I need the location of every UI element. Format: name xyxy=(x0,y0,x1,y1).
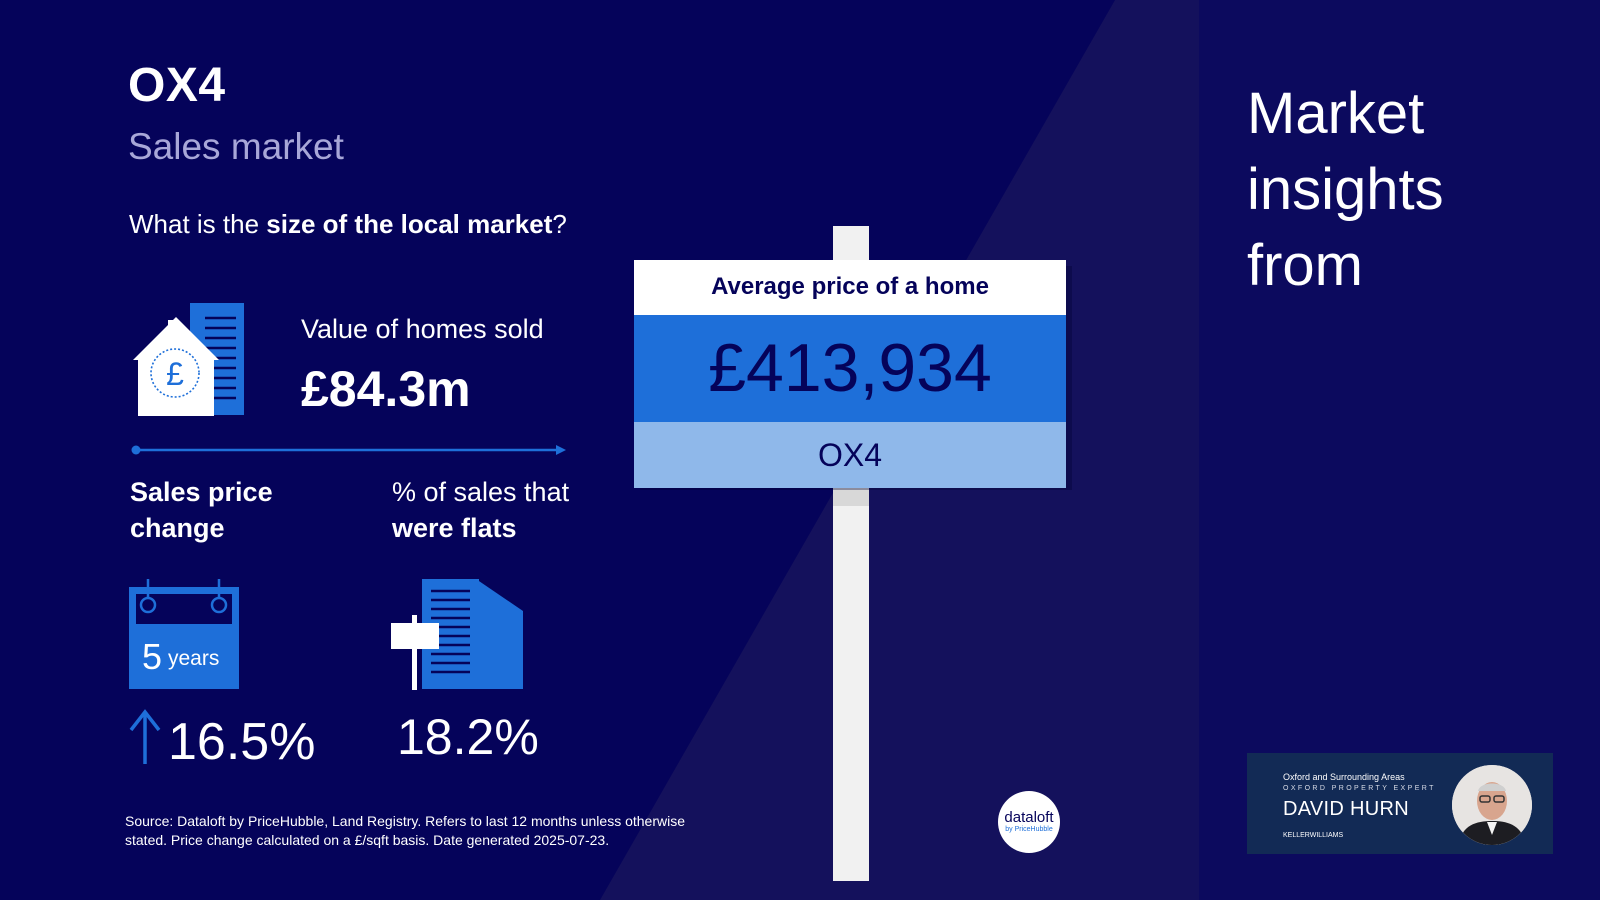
agent-area: Oxford and Surrounding Areas xyxy=(1283,772,1405,782)
insights-line2: insights xyxy=(1247,157,1444,222)
sign-title: Average price of a home xyxy=(711,273,989,300)
insights-line3: from xyxy=(1247,233,1363,298)
svg-text:£: £ xyxy=(166,356,184,392)
calendar-period-number: 5 xyxy=(142,636,163,677)
flats-value: 18.2% xyxy=(397,709,539,765)
question-bold: size of the local market xyxy=(266,209,553,239)
market-size-question: What is the size of the local market? xyxy=(129,209,567,240)
price-change-label-line2: change xyxy=(130,513,225,543)
person-portrait-icon xyxy=(1452,765,1532,845)
flats-label-line2: were flats xyxy=(392,513,517,543)
market-insights-heading: Market insights from xyxy=(1247,76,1567,304)
value-sold-label: Value of homes sold xyxy=(301,314,544,344)
logo-sub: by PriceHubble xyxy=(1005,826,1053,833)
insights-line1: Market xyxy=(1247,81,1425,146)
price-change-value: 16.5% xyxy=(168,713,316,771)
dataloft-logo: dataloft by PriceHubble xyxy=(998,791,1060,853)
question-prefix: What is the xyxy=(129,209,267,239)
house-pound-icon: £ xyxy=(133,303,244,416)
agent-name: DAVID HURN xyxy=(1283,798,1409,820)
up-arrow-icon xyxy=(129,709,161,764)
flats-building-icon xyxy=(391,579,523,690)
sign-postcode: OX4 xyxy=(817,437,883,473)
divider-arrow xyxy=(131,445,566,455)
calendar-period-unit: years xyxy=(168,647,220,670)
logo-name: dataloft xyxy=(1004,809,1054,826)
price-change-label-line1: Sales price xyxy=(130,477,273,507)
right-panel-bg xyxy=(1199,0,1600,900)
value-sold-amount: £84.3m xyxy=(301,361,471,417)
calendar-icon xyxy=(129,579,239,689)
flats-label-line1: % of sales that xyxy=(392,477,570,507)
agent-role: OXFORD PROPERTY EXPERT xyxy=(1283,785,1436,792)
sign-average-price: £413,934 xyxy=(708,330,992,406)
agent-avatar xyxy=(1452,765,1532,845)
source-line1: Source: Dataloft by PriceHubble, Land Re… xyxy=(125,813,686,829)
source-line2: stated. Price change calculated on a £/s… xyxy=(125,832,610,848)
signpost xyxy=(634,226,1072,881)
flats-label: % of sales that were flats xyxy=(392,474,569,546)
agent-brand-logo: KELLERWILLIAMS xyxy=(1283,832,1344,839)
price-change-label: Sales price change xyxy=(130,474,273,546)
question-suffix: ? xyxy=(552,209,567,239)
source-note: Source: Dataloft by PriceHubble, Land Re… xyxy=(125,812,725,850)
page-title-postcode: OX4 xyxy=(128,59,226,112)
page-subtitle: Sales market xyxy=(128,126,344,167)
